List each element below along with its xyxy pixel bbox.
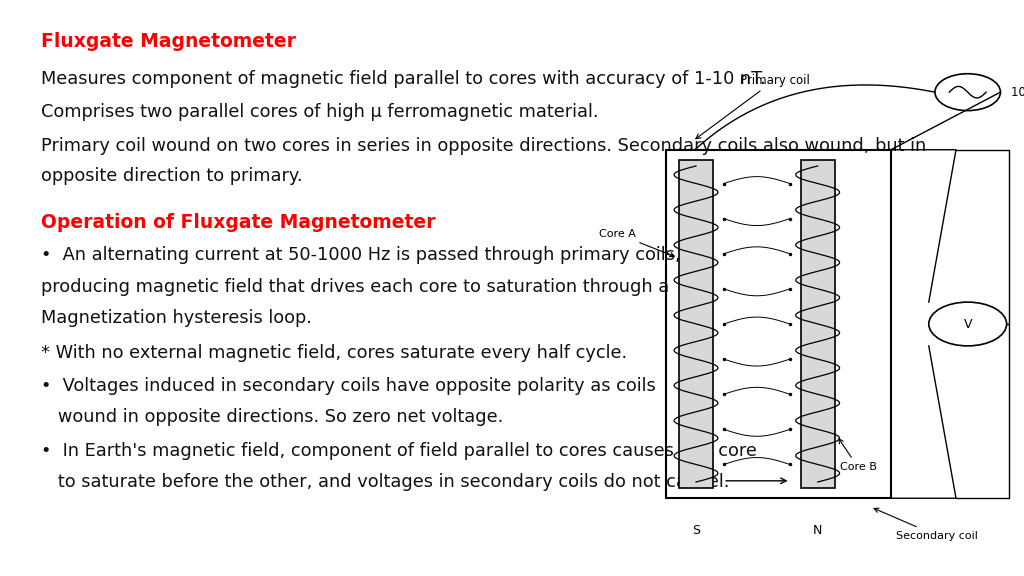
Text: Primary coil: Primary coil [696, 74, 810, 139]
Text: wound in opposite directions. So zero net voltage.: wound in opposite directions. So zero ne… [41, 408, 503, 426]
Text: opposite direction to primary.: opposite direction to primary. [41, 167, 302, 185]
Text: to saturate before the other, and voltages in secondary coils do not cancel.: to saturate before the other, and voltag… [41, 473, 729, 491]
Text: Operation of Fluxgate Magnetometer: Operation of Fluxgate Magnetometer [41, 213, 435, 232]
Text: V: V [964, 317, 972, 331]
Text: Secondary coil: Secondary coil [874, 508, 978, 540]
Text: •  An alternating current at 50-1000 Hz is passed through primary coils,: • An alternating current at 50-1000 Hz i… [41, 246, 681, 264]
Text: •  In Earth's magnetic field, component of field parallel to cores causes one co: • In Earth's magnetic field, component o… [41, 442, 757, 460]
Text: Magnetization hysteresis loop.: Magnetization hysteresis loop. [41, 309, 312, 327]
Text: producing magnetic field that drives each core to saturation through a: producing magnetic field that drives eac… [41, 278, 670, 295]
Text: Primary coil wound on two cores in series in opposite directions. Secondary coil: Primary coil wound on two cores in serie… [41, 137, 927, 154]
Text: 1000 Hz: 1000 Hz [1011, 86, 1024, 98]
Polygon shape [679, 160, 713, 488]
Text: Fluxgate Magnetometer: Fluxgate Magnetometer [41, 32, 296, 51]
Circle shape [935, 74, 1000, 111]
Text: Comprises two parallel cores of high μ ferromagnetic material.: Comprises two parallel cores of high μ f… [41, 103, 598, 120]
Text: Measures component of magnetic field parallel to cores with accuracy of 1-10 nT.: Measures component of magnetic field par… [41, 70, 766, 88]
Polygon shape [801, 160, 835, 488]
Text: Core A: Core A [599, 229, 675, 257]
Text: N: N [813, 524, 822, 537]
Text: Core B: Core B [839, 439, 877, 472]
Text: * With no external magnetic field, cores saturate every half cycle.: * With no external magnetic field, cores… [41, 344, 627, 362]
Text: •  Voltages induced in secondary coils have opposite polarity as coils: • Voltages induced in secondary coils ha… [41, 377, 655, 395]
Text: S: S [692, 524, 700, 537]
Circle shape [929, 302, 1007, 346]
